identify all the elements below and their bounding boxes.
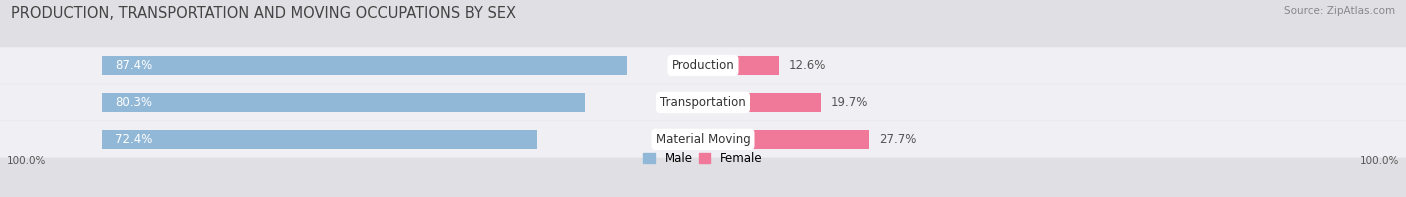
Text: 80.3%: 80.3% xyxy=(115,96,152,109)
Text: 100.0%: 100.0% xyxy=(7,156,46,166)
FancyBboxPatch shape xyxy=(0,47,1406,84)
FancyBboxPatch shape xyxy=(0,121,1406,158)
Bar xyxy=(703,56,779,75)
Text: 12.6%: 12.6% xyxy=(789,59,825,72)
Bar xyxy=(103,93,585,112)
Bar xyxy=(103,130,537,149)
Text: 72.4%: 72.4% xyxy=(115,133,152,146)
Text: 27.7%: 27.7% xyxy=(879,133,917,146)
Text: Transportation: Transportation xyxy=(661,96,745,109)
Text: Production: Production xyxy=(672,59,734,72)
Text: 100.0%: 100.0% xyxy=(1360,156,1399,166)
Text: Source: ZipAtlas.com: Source: ZipAtlas.com xyxy=(1284,6,1395,16)
Legend: Male, Female: Male, Female xyxy=(644,152,762,165)
Bar xyxy=(703,93,821,112)
Bar xyxy=(103,56,627,75)
Text: Material Moving: Material Moving xyxy=(655,133,751,146)
Bar xyxy=(703,130,869,149)
Text: 87.4%: 87.4% xyxy=(115,59,152,72)
FancyBboxPatch shape xyxy=(0,84,1406,121)
Text: 19.7%: 19.7% xyxy=(831,96,869,109)
Text: PRODUCTION, TRANSPORTATION AND MOVING OCCUPATIONS BY SEX: PRODUCTION, TRANSPORTATION AND MOVING OC… xyxy=(11,6,516,21)
